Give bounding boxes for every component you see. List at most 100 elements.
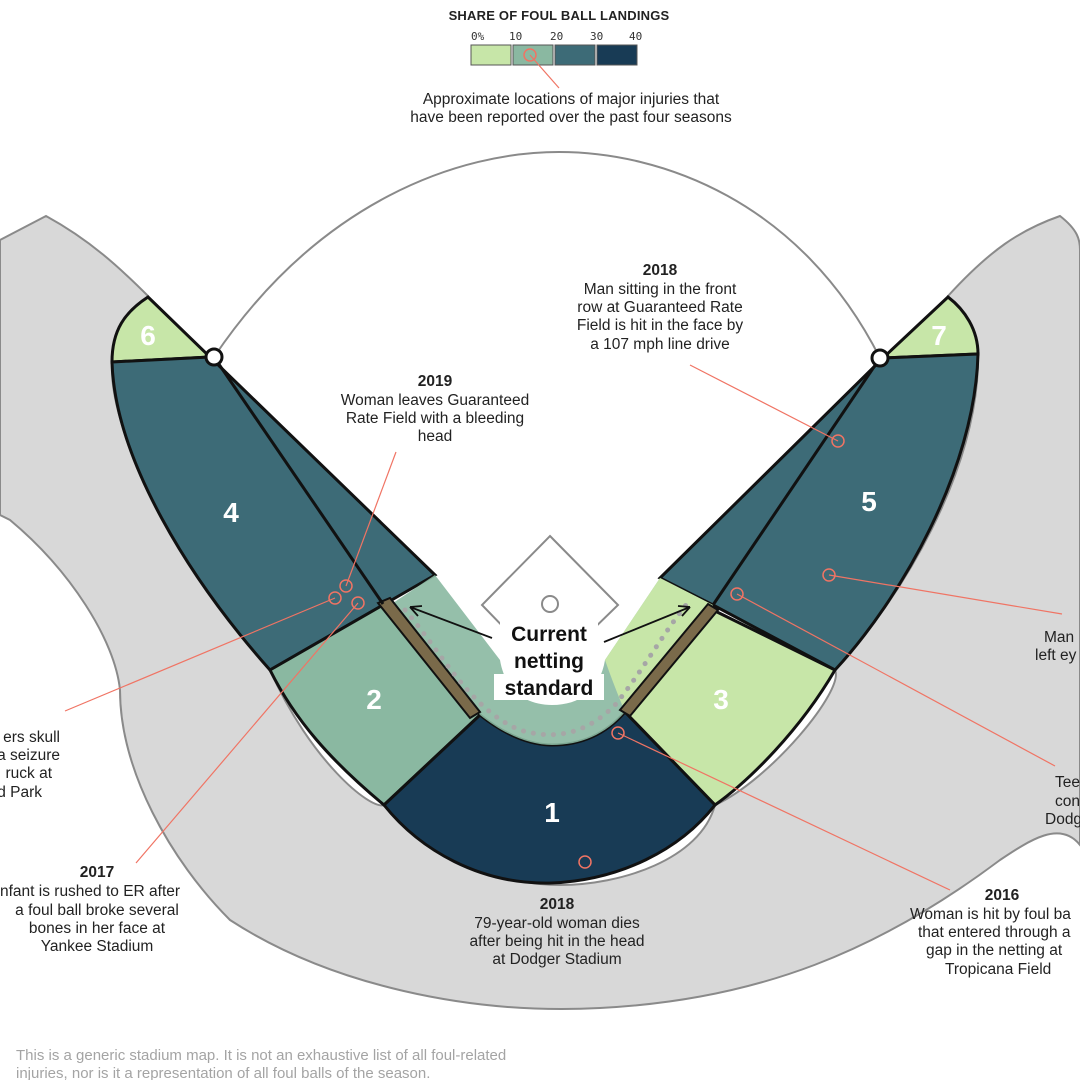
annotation-line: a foul ball broke several <box>15 902 179 919</box>
annotation-line: Yankee Stadium <box>41 938 154 955</box>
legend-swatch-30-40 <box>596 44 638 66</box>
annotation-line: Dodg <box>1045 811 1080 828</box>
annotation-line: Woman is hit by foul ba <box>910 906 1071 923</box>
injury-marker-2017 <box>351 596 365 610</box>
annotation-2018-guaranteed: 2018 Man sitting in the front row at Gua… <box>577 262 744 353</box>
legend: SHARE OF FOUL BALL LANDINGS 0% 10 20 30 … <box>410 8 732 126</box>
section-number-6: 6 <box>140 320 156 351</box>
annotation-line: left ey <box>1035 647 1077 664</box>
annotation-line: Woman leaves Guaranteed <box>341 392 529 409</box>
annotation-line: ruck at <box>5 765 52 782</box>
annotation-year: 2018 <box>643 262 678 279</box>
injury-marker-2019 <box>339 579 353 593</box>
annotation-line: Man <box>1044 629 1074 646</box>
foul-pole-left <box>204 347 224 367</box>
annotation-eye: Man left ey <box>1035 629 1077 664</box>
legend-injury-note-line-2: have been reported over the past four se… <box>410 109 732 126</box>
annotation-line: Man sitting in the front <box>584 281 737 298</box>
annotation-line: that entered through a <box>918 924 1071 941</box>
leader-2016 <box>617 732 951 891</box>
section-number-5: 5 <box>861 486 877 517</box>
annotation-line: after being hit in the head <box>470 933 645 950</box>
netting-label-bg-1 <box>500 620 598 646</box>
leader-2019 <box>345 451 397 587</box>
injury-markers <box>328 434 845 869</box>
annotation-line: con <box>1055 793 1080 810</box>
legend-tick-0: 0% <box>471 30 485 43</box>
injury-leader-lines <box>64 364 1063 891</box>
injury-marker-2018-guaranteed <box>831 434 845 448</box>
annotation-year: 2017 <box>80 864 114 881</box>
leader-teen <box>736 593 1056 767</box>
footnote-line-2: injuries, nor is it a representation of … <box>16 1065 430 1080</box>
injury-marker-teen <box>730 587 744 601</box>
annotation-line: head <box>418 428 452 445</box>
annotation-line: a seizure <box>0 747 60 764</box>
section-5 <box>657 352 980 672</box>
legend-injury-note-line-1: Approximate locations of major injuries … <box>423 91 720 108</box>
legend-title: SHARE OF FOUL BALL LANDINGS <box>449 8 670 23</box>
annotation-year: 2019 <box>418 373 453 390</box>
annotation-line: d Park <box>0 784 42 801</box>
annotation-line: bones in her face at <box>29 920 166 937</box>
netting-label: Current netting standard <box>409 605 691 700</box>
outfield-wall-line <box>213 150 881 359</box>
netting-label-bg-2 <box>504 647 594 673</box>
netting-arrow-left <box>409 606 493 639</box>
netting-label-line-2: netting <box>514 650 584 673</box>
netting-label-line-3: standard <box>505 677 594 700</box>
annotation-skull: ers skull a seizure ruck at d Park <box>0 729 60 801</box>
annotation-2019: 2019 Woman leaves Guaranteed Rate Field … <box>341 373 529 445</box>
annotation-line: Rate Field with a bleeding <box>346 410 524 427</box>
footnote-line-1: This is a generic stadium map. It is not… <box>16 1047 506 1064</box>
netting-left <box>376 596 482 720</box>
annotation-year: 2016 <box>985 887 1020 904</box>
annotation-line: nfant is rushed to ER after <box>0 883 180 900</box>
legend-tick-20: 20 <box>550 30 563 43</box>
annotation-2017: 2017 nfant is rushed to ER after a foul … <box>0 864 180 955</box>
injury-marker-2018-dodger <box>578 855 592 869</box>
annotation-teen: Tee con Dodg <box>1045 774 1080 828</box>
annotation-line: gap in the netting at <box>926 942 1063 959</box>
netting-arrow-right <box>603 606 691 643</box>
annotation-2018-dodger: 2018 79-year-old woman dies after being … <box>470 896 645 968</box>
legend-swatch-20-30 <box>554 44 596 66</box>
legend-injury-marker <box>523 48 537 62</box>
annotation-line: row at Guaranteed Rate <box>577 299 742 316</box>
foul-line-right <box>711 357 882 606</box>
netting-label-line-1: Current <box>511 623 587 646</box>
leader-2018-guaranteed <box>689 364 839 442</box>
leader-eye <box>828 574 1063 615</box>
annotation-line: Field is hit in the face by <box>577 317 744 334</box>
netting-arrowhead-left <box>409 605 423 617</box>
netting-label-bg-3 <box>494 674 604 700</box>
section-number-3: 3 <box>713 684 729 715</box>
annotation-line: Tee <box>1055 774 1080 791</box>
injury-marker-2016 <box>611 726 625 740</box>
legend-tick-30: 30 <box>590 30 603 43</box>
leader-skull <box>64 597 336 712</box>
annotation-2016: 2016 Woman is hit by foul ba that entere… <box>910 887 1071 978</box>
annotation-line: ers skull <box>3 729 60 746</box>
legend-tick-40: 40 <box>629 30 642 43</box>
section-number-7: 7 <box>931 320 947 351</box>
injury-marker-skull <box>328 591 342 605</box>
netting-dotted-arc <box>402 597 693 738</box>
injury-marker-eye <box>822 568 836 582</box>
legend-swatch-0-10 <box>470 44 512 66</box>
legend-leader-line <box>529 54 560 89</box>
section-number-2: 2 <box>366 684 382 715</box>
annotation-line: 79-year-old woman dies <box>474 915 640 932</box>
netting-arrowhead-right <box>677 605 691 617</box>
annotation-year: 2018 <box>540 896 575 913</box>
leader-2017 <box>135 602 359 864</box>
annotation-line: a 107 mph line drive <box>590 336 730 353</box>
annotation-line: Tropicana Field <box>945 961 1051 978</box>
section-number-1: 1 <box>544 797 560 828</box>
legend-swatch-10-20 <box>512 44 554 66</box>
annotation-line: at Dodger Stadium <box>492 951 621 968</box>
legend-tick-10: 10 <box>509 30 522 43</box>
foul-pole-right <box>870 348 890 368</box>
seating-sections <box>110 295 980 885</box>
